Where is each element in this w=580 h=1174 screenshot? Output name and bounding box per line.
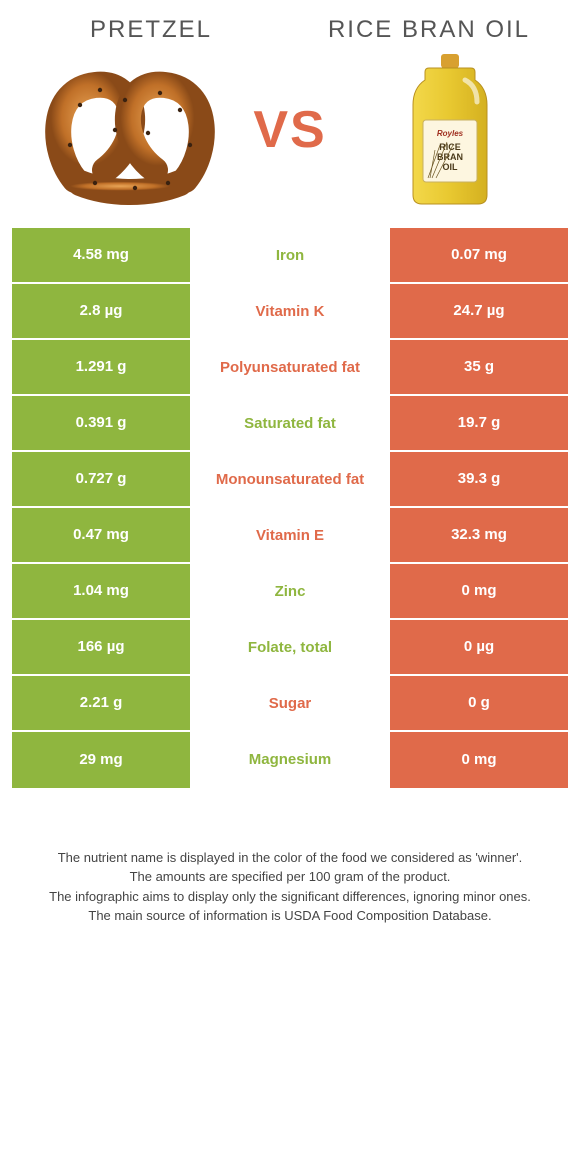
nutrient-label-cell: Iron [190,228,390,284]
table-row: 4.58 mgIron0.07 mg [12,228,568,284]
nutrient-label-cell: Vitamin E [190,508,390,564]
nutrient-label-cell: Monounsaturated fat [190,452,390,508]
right-value-cell: 0.07 mg [390,228,568,284]
left-food-title: PRETZEL [12,16,290,44]
table-row: 1.291 gPolyunsaturated fat35 g [12,340,568,396]
svg-text:Royles: Royles [437,129,464,138]
table-row: 1.04 mgZinc0 mg [12,564,568,620]
footnote-line: The main source of information is USDA F… [22,906,558,926]
right-value-cell: 39.3 g [390,452,568,508]
left-value-cell: 2.21 g [12,676,190,732]
left-value-cell: 29 mg [12,732,190,788]
pretzel-icon [40,55,220,205]
left-value-cell: 0.727 g [12,452,190,508]
vs-label: VS [247,100,332,160]
footnote-line: The nutrient name is displayed in the co… [22,848,558,868]
nutrient-label-cell: Vitamin K [190,284,390,340]
right-value-cell: 0 µg [390,620,568,676]
left-value-cell: 2.8 µg [12,284,190,340]
table-row: 29 mgMagnesium0 mg [12,732,568,788]
table-row: 0.391 gSaturated fat19.7 g [12,396,568,452]
right-value-cell: 0 g [390,676,568,732]
footnote: The nutrient name is displayed in the co… [12,848,568,926]
nutrient-label-cell: Zinc [190,564,390,620]
table-row: 2.8 µgVitamin K24.7 µg [12,284,568,340]
nutrient-label-cell: Polyunsaturated fat [190,340,390,396]
table-row: 166 µgFolate, total0 µg [12,620,568,676]
right-image-col: Royles RICE BRAN OIL [333,50,568,210]
right-value-cell: 0 mg [390,564,568,620]
left-value-cell: 0.47 mg [12,508,190,564]
left-value-cell: 1.04 mg [12,564,190,620]
nutrient-label-cell: Magnesium [190,732,390,788]
right-food-title: RICE BRAN OIL [290,16,568,44]
oil-bottle-icon: Royles RICE BRAN OIL [395,50,505,210]
right-value-cell: 32.3 mg [390,508,568,564]
right-value-cell: 35 g [390,340,568,396]
right-value-cell: 19.7 g [390,396,568,452]
left-value-cell: 0.391 g [12,396,190,452]
nutrient-label-cell: Folate, total [190,620,390,676]
right-value-cell: 0 mg [390,732,568,788]
table-row: 2.21 gSugar0 g [12,676,568,732]
table-row: 0.727 gMonounsaturated fat39.3 g [12,452,568,508]
nutrient-table: 4.58 mgIron0.07 mg2.8 µgVitamin K24.7 µg… [12,228,568,788]
left-value-cell: 1.291 g [12,340,190,396]
left-image-col [12,55,247,205]
footnote-line: The infographic aims to display only the… [22,887,558,907]
svg-text:OIL: OIL [443,162,459,172]
table-row: 0.47 mgVitamin E32.3 mg [12,508,568,564]
comparison-infographic: PRETZEL RICE BRAN OIL [0,0,580,956]
footnote-line: The amounts are specified per 100 gram o… [22,867,558,887]
header-left: PRETZEL [12,16,290,44]
left-value-cell: 4.58 mg [12,228,190,284]
nutrient-label-cell: Saturated fat [190,396,390,452]
left-value-cell: 166 µg [12,620,190,676]
images-row: VS Royles RICE BRAN OIL [12,50,568,210]
header-row: PRETZEL RICE BRAN OIL [12,16,568,44]
nutrient-label-cell: Sugar [190,676,390,732]
header-right: RICE BRAN OIL [290,16,568,44]
right-value-cell: 24.7 µg [390,284,568,340]
